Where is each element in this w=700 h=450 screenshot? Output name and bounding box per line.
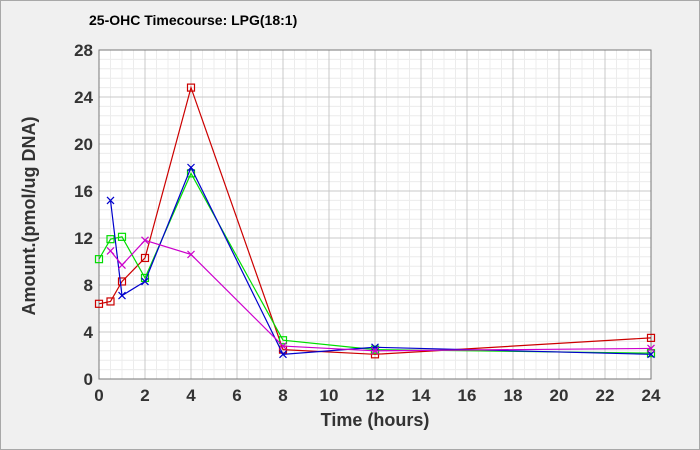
y-tick-label: 24 [74, 88, 93, 107]
x-tick-label: 10 [320, 386, 339, 405]
x-tick-label: 20 [550, 386, 569, 405]
series-3 [106, 163, 655, 359]
data-point-marker [647, 344, 655, 353]
data-point-marker [371, 346, 379, 355]
x-tick-label: 22 [596, 386, 615, 405]
x-tick-label: 18 [504, 386, 523, 405]
y-tick-label: 8 [84, 276, 93, 295]
data-point-marker [646, 349, 656, 358]
data-point-marker [94, 255, 104, 264]
data-point-marker [141, 277, 149, 286]
y-axis-label: Amount.(pmol/ug DNA) [19, 117, 39, 316]
x-tick-label: 0 [94, 386, 103, 405]
data-point-marker [106, 196, 115, 205]
data-point-marker [106, 235, 115, 244]
x-tick-label: 2 [140, 386, 149, 405]
data-point-marker [646, 333, 656, 342]
data-point-marker [117, 232, 127, 241]
data-point-marker [106, 297, 115, 306]
data-point-marker [279, 342, 287, 351]
x-tick-label: 6 [232, 386, 241, 405]
x-tick-label: 8 [278, 386, 287, 405]
data-point-marker [279, 350, 287, 359]
data-point-marker [370, 345, 380, 354]
x-tick-label: 16 [458, 386, 477, 405]
x-tick-label: 14 [412, 386, 431, 405]
data-point-marker [140, 253, 150, 263]
data-point-marker [278, 336, 288, 345]
data-point-marker [186, 83, 196, 92]
x-axis-label: Time (hours) [321, 410, 430, 430]
y-tick-label: 0 [84, 370, 93, 389]
x-tick-label: 12 [366, 386, 385, 405]
data-point-marker [187, 163, 195, 172]
y-tick-label: 16 [74, 182, 93, 201]
data-point-marker [117, 277, 127, 286]
data-point-marker [118, 291, 126, 300]
y-tick-label: 4 [84, 323, 94, 342]
y-axis-ticks: 0 4 8 12 16 20 24 28 [74, 41, 93, 389]
data-point-marker [94, 299, 104, 308]
data-point-marker [141, 236, 149, 245]
y-tick-label: 12 [74, 229, 93, 248]
plot-border [98, 49, 652, 380]
data-point-marker [118, 261, 126, 269]
series-layer [94, 83, 656, 359]
data-point-marker [106, 247, 115, 255]
y-tick-label: 20 [74, 135, 93, 154]
data-point-marker [647, 350, 655, 359]
data-point-marker [371, 343, 379, 352]
chart-title: 25-OHC Timecourse: LPG(18:1) [89, 12, 297, 28]
series-4 [106, 236, 655, 355]
x-axis-ticks: 0 2 4 6 8 10 12 14 16 18 20 22 24 [94, 386, 661, 405]
x-tick-label: 4 [186, 386, 196, 405]
x-tick-label: 24 [642, 386, 661, 405]
y-tick-label: 28 [74, 41, 93, 60]
data-point-marker [187, 250, 195, 259]
